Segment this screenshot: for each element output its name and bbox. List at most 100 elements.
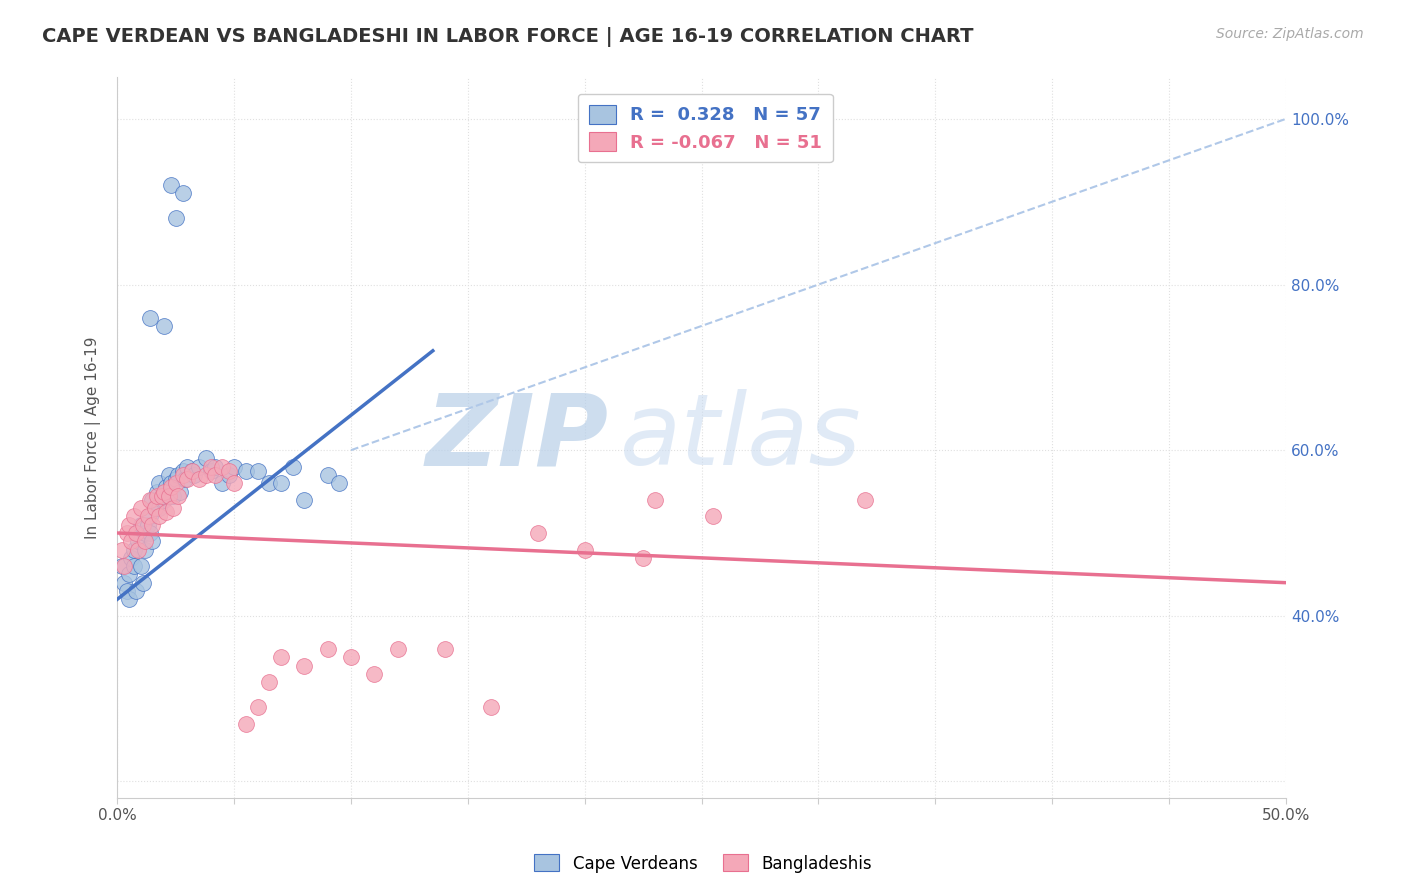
Point bbox=[129, 501, 152, 516]
Point bbox=[328, 476, 350, 491]
Point bbox=[118, 567, 141, 582]
Point bbox=[111, 559, 134, 574]
Point bbox=[292, 492, 315, 507]
Point bbox=[853, 492, 876, 507]
Point bbox=[195, 451, 218, 466]
Point bbox=[235, 464, 257, 478]
Point bbox=[167, 468, 190, 483]
Point bbox=[143, 501, 166, 516]
Point bbox=[112, 559, 135, 574]
Point bbox=[146, 489, 169, 503]
Point bbox=[181, 464, 204, 478]
Point bbox=[211, 476, 233, 491]
Text: CAPE VERDEAN VS BANGLADESHI IN LABOR FORCE | AGE 16-19 CORRELATION CHART: CAPE VERDEAN VS BANGLADESHI IN LABOR FOR… bbox=[42, 27, 974, 46]
Point bbox=[257, 675, 280, 690]
Point bbox=[153, 318, 176, 333]
Point bbox=[162, 501, 184, 516]
Point bbox=[246, 464, 269, 478]
Point bbox=[172, 464, 194, 478]
Point bbox=[527, 526, 550, 541]
Point bbox=[157, 489, 180, 503]
Point bbox=[316, 468, 339, 483]
Point bbox=[246, 700, 269, 714]
Point bbox=[125, 584, 148, 599]
Point bbox=[183, 468, 205, 483]
Point bbox=[146, 484, 169, 499]
Point bbox=[115, 526, 138, 541]
Legend: Cape Verdeans, Bangladeshis: Cape Verdeans, Bangladeshis bbox=[527, 847, 879, 880]
Point bbox=[148, 501, 170, 516]
Point bbox=[162, 489, 184, 503]
Point bbox=[112, 575, 135, 590]
Point bbox=[644, 492, 666, 507]
Point bbox=[160, 476, 183, 491]
Point bbox=[132, 575, 155, 590]
Point bbox=[141, 534, 163, 549]
Point bbox=[134, 542, 156, 557]
Point bbox=[167, 489, 190, 503]
Point bbox=[174, 472, 197, 486]
Point bbox=[169, 484, 191, 499]
Point bbox=[387, 642, 409, 657]
Point bbox=[134, 526, 156, 541]
Point bbox=[136, 509, 159, 524]
Point bbox=[148, 476, 170, 491]
Point bbox=[157, 489, 180, 503]
Point bbox=[148, 509, 170, 524]
Point bbox=[122, 559, 145, 574]
Point bbox=[120, 550, 142, 565]
Point bbox=[153, 492, 176, 507]
Text: Source: ZipAtlas.com: Source: ZipAtlas.com bbox=[1216, 27, 1364, 41]
Point bbox=[125, 526, 148, 541]
Point bbox=[139, 526, 162, 541]
Point bbox=[157, 468, 180, 483]
Point bbox=[172, 468, 194, 483]
Point bbox=[127, 534, 149, 549]
Point bbox=[150, 489, 173, 503]
Point bbox=[200, 459, 222, 474]
Point bbox=[316, 642, 339, 657]
Point bbox=[270, 476, 292, 491]
Point bbox=[136, 517, 159, 532]
Point bbox=[165, 472, 187, 486]
Point bbox=[141, 492, 163, 507]
Point bbox=[188, 459, 211, 474]
Point bbox=[134, 534, 156, 549]
Point bbox=[200, 464, 222, 478]
Point bbox=[122, 509, 145, 524]
Point bbox=[433, 642, 456, 657]
Point bbox=[172, 186, 194, 201]
Point bbox=[155, 480, 177, 494]
Point bbox=[139, 310, 162, 325]
Point bbox=[132, 517, 155, 532]
Point bbox=[292, 658, 315, 673]
Point bbox=[150, 492, 173, 507]
Point bbox=[363, 666, 385, 681]
Point bbox=[125, 526, 148, 541]
Point bbox=[340, 650, 363, 665]
Point bbox=[176, 459, 198, 474]
Point bbox=[127, 542, 149, 557]
Point bbox=[224, 459, 246, 474]
Point bbox=[270, 650, 292, 665]
Text: atlas: atlas bbox=[620, 389, 862, 486]
Point bbox=[176, 472, 198, 486]
Point bbox=[574, 542, 596, 557]
Point bbox=[204, 459, 226, 474]
Point bbox=[204, 468, 226, 483]
Point bbox=[160, 480, 183, 494]
Point bbox=[218, 468, 240, 483]
Point bbox=[115, 584, 138, 599]
Point bbox=[155, 505, 177, 519]
Point bbox=[118, 517, 141, 532]
Point bbox=[141, 517, 163, 532]
Point bbox=[143, 501, 166, 516]
Point bbox=[120, 534, 142, 549]
Point bbox=[281, 459, 304, 474]
Point bbox=[139, 492, 162, 507]
Text: ZIP: ZIP bbox=[425, 389, 609, 486]
Point bbox=[122, 542, 145, 557]
Point bbox=[153, 484, 176, 499]
Point bbox=[165, 476, 187, 491]
Y-axis label: In Labor Force | Age 16-19: In Labor Force | Age 16-19 bbox=[86, 336, 101, 539]
